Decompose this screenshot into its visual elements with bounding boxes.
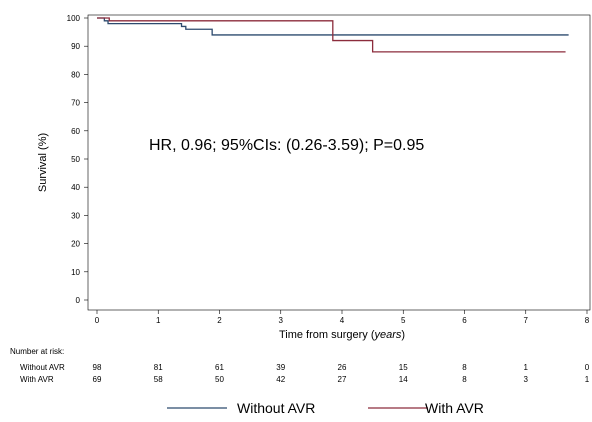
y-tick-label: 0 bbox=[76, 296, 81, 305]
risk-count: 58 bbox=[154, 375, 163, 384]
x-axis-label-unit: years bbox=[373, 329, 401, 341]
hazard-ratio-annotation: HR, 0.96; 95%CIs: (0.26-3.59); P=0.95 bbox=[149, 137, 424, 154]
y-tick-label: 70 bbox=[71, 99, 80, 108]
risk-row-label: With AVR bbox=[20, 375, 54, 384]
legend: Without AVR With AVR bbox=[167, 400, 484, 416]
y-tick-label: 30 bbox=[71, 211, 80, 220]
risk-count: 0 bbox=[585, 363, 590, 372]
risk-count: 14 bbox=[399, 375, 408, 384]
x-tick-label: 3 bbox=[279, 316, 284, 325]
plot-area bbox=[87, 14, 591, 311]
risk-count: 1 bbox=[585, 375, 590, 384]
risk-count: 39 bbox=[276, 363, 285, 372]
series-line bbox=[97, 17, 566, 53]
risk-count: 69 bbox=[93, 375, 102, 384]
x-axis-label-suffix: ) bbox=[401, 329, 405, 341]
risk-count: 81 bbox=[154, 363, 163, 372]
y-tick-label: 50 bbox=[71, 155, 80, 164]
legend-label: Without AVR bbox=[237, 400, 315, 416]
risk-count: 98 bbox=[93, 363, 102, 372]
risk-count: 8 bbox=[462, 375, 467, 384]
y-tick-label: 40 bbox=[71, 183, 80, 192]
risk-count: 8 bbox=[462, 363, 467, 372]
y-tick-label: 100 bbox=[67, 14, 81, 23]
risk-row-label: Without AVR bbox=[20, 363, 65, 372]
x-axis: 0 1 2 3 4 5 6 7 8 bbox=[95, 310, 590, 325]
x-tick-label: 8 bbox=[585, 316, 590, 325]
x-axis-label: Time from surgery (years) bbox=[279, 329, 405, 341]
x-tick-label: 7 bbox=[524, 316, 529, 325]
risk-count: 1 bbox=[524, 363, 529, 372]
risk-count: 42 bbox=[276, 375, 285, 384]
survival-curves bbox=[97, 17, 569, 53]
number-at-risk-table: Number at risk: Without AVR 98 81 61 39 26 15 8… bbox=[10, 347, 590, 384]
legend-label: With AVR bbox=[425, 400, 484, 416]
x-tick-label: 1 bbox=[156, 316, 161, 325]
x-tick-label: 2 bbox=[217, 316, 222, 325]
x-axis-label-prefix: Time from surgery ( bbox=[279, 329, 375, 341]
risk-count: 26 bbox=[338, 363, 347, 372]
y-tick-label: 60 bbox=[71, 127, 80, 136]
y-tick-label: 20 bbox=[71, 240, 80, 249]
risk-count: 61 bbox=[215, 363, 224, 372]
y-tick-label: 90 bbox=[71, 42, 80, 51]
x-tick-label: 5 bbox=[401, 316, 406, 325]
risk-count: 3 bbox=[524, 375, 529, 384]
y-axis: 0 10 20 30 40 50 60 70 80 90 100 bbox=[67, 14, 88, 305]
risk-count: 50 bbox=[215, 375, 224, 384]
y-tick-label: 10 bbox=[71, 268, 80, 277]
x-tick-label: 0 bbox=[95, 316, 100, 325]
y-axis-label: Survival (%) bbox=[37, 133, 49, 192]
x-tick-label: 6 bbox=[462, 316, 467, 325]
x-tick-label: 4 bbox=[340, 316, 345, 325]
series-line bbox=[97, 17, 569, 36]
risk-count: 27 bbox=[338, 375, 347, 384]
risk-count: 15 bbox=[399, 363, 408, 372]
y-tick-label: 80 bbox=[71, 70, 80, 79]
risk-table-title: Number at risk: bbox=[10, 347, 64, 356]
